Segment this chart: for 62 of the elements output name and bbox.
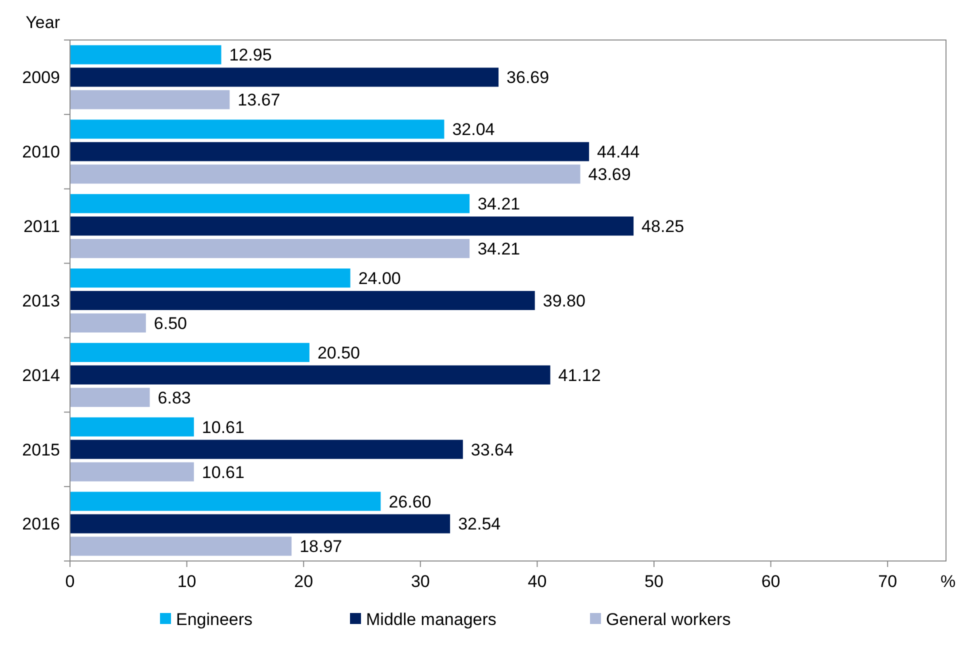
x-tick-label: 60 (761, 572, 780, 591)
y-tick-label: 2015 (22, 440, 60, 460)
legend-label: Engineers (176, 610, 253, 629)
bar (70, 194, 470, 214)
bar (70, 365, 550, 384)
bar (70, 388, 150, 407)
x-tick-label: 30 (410, 572, 430, 591)
data-label: 13.67 (238, 90, 280, 110)
bar (70, 164, 580, 184)
bar (70, 68, 499, 87)
data-label: 39.80 (542, 291, 586, 310)
bar (70, 268, 350, 288)
bar (70, 313, 146, 333)
bar (70, 440, 463, 459)
y-tick-label: 2010 (22, 142, 60, 162)
data-label: 32.04 (452, 120, 495, 140)
x-tick-label: 20 (294, 572, 314, 591)
bar (70, 238, 470, 258)
data-label: 26.60 (388, 492, 432, 512)
bar (70, 142, 590, 162)
data-label: 12.95 (229, 46, 272, 65)
data-label: 34.21 (478, 239, 520, 258)
data-label: 32.54 (458, 514, 501, 534)
bar (70, 216, 634, 236)
bar (70, 120, 444, 139)
bar (70, 536, 292, 556)
data-label: 6.50 (154, 314, 188, 333)
y-axis-title: Year (26, 13, 60, 32)
bar (70, 342, 310, 362)
bar (70, 417, 194, 436)
bar (70, 492, 381, 511)
data-label: 33.64 (470, 440, 514, 460)
data-label: 48.25 (642, 217, 684, 236)
data-label: 44.44 (597, 142, 640, 162)
y-tick-label: 2016 (22, 514, 60, 534)
bar (70, 45, 222, 64)
data-label: 43.69 (588, 165, 631, 184)
y-tick-label: 2011 (23, 217, 60, 236)
data-label: 10.61 (202, 418, 244, 437)
x-tick-label: 0 (65, 572, 75, 591)
bar (70, 514, 450, 534)
data-label: 34.21 (478, 194, 520, 214)
x-tick-label: 10 (177, 572, 196, 591)
x-tick-label: 50 (644, 572, 664, 591)
legend-label: General workers (606, 610, 731, 629)
data-label: 36.69 (506, 68, 550, 88)
x-axis-title: % (940, 572, 956, 591)
legend-label: Middle managers (366, 610, 496, 629)
data-label: 18.97 (300, 537, 342, 556)
data-label: 10.61 (202, 462, 244, 482)
x-tick-label: 70 (878, 572, 898, 591)
data-label: 20.50 (317, 343, 360, 362)
data-label: 24.00 (358, 268, 401, 288)
data-label: 6.83 (158, 388, 191, 408)
data-label: 41.12 (558, 366, 601, 385)
bar (70, 290, 535, 310)
y-tick-label: 2013 (22, 291, 60, 310)
y-tick-label: 2014 (22, 366, 60, 385)
bar (70, 90, 230, 110)
y-tick-label: 2009 (22, 68, 60, 88)
bar (70, 462, 194, 482)
x-tick-label: 40 (528, 572, 547, 591)
